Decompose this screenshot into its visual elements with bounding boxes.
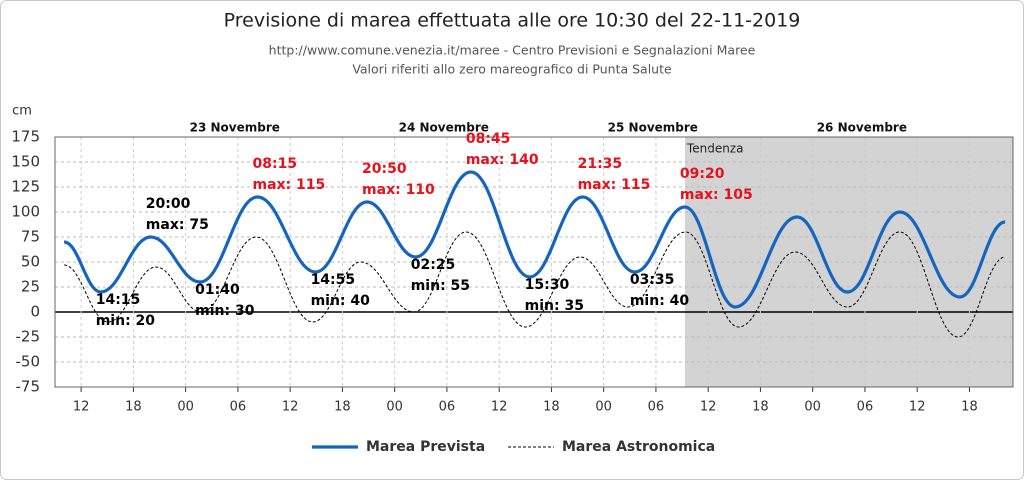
y-tick-label: 0 bbox=[30, 303, 40, 321]
x-tick-label: 06 bbox=[857, 400, 874, 415]
value-label: max: 105 bbox=[680, 187, 753, 203]
time-label: 20:00 bbox=[146, 196, 191, 212]
x-tick-label: 18 bbox=[752, 400, 769, 415]
value-label: max: 75 bbox=[146, 217, 209, 233]
value-label: max: 115 bbox=[252, 177, 325, 193]
time-label: 14:15 bbox=[96, 292, 141, 308]
x-tick-label: 00 bbox=[595, 400, 612, 415]
x-tick-label: 00 bbox=[177, 400, 194, 415]
y-tick-label: -25 bbox=[16, 328, 41, 346]
chart-title: Previsione di marea effettuata alle ore … bbox=[224, 10, 801, 32]
y-tick-label: 25 bbox=[21, 278, 40, 296]
time-label: 21:35 bbox=[578, 156, 623, 172]
y-tick-label: 50 bbox=[21, 253, 40, 271]
x-tick-label: 12 bbox=[282, 400, 299, 415]
time-label: 02:25 bbox=[411, 257, 456, 273]
day-label: 24 Novembre bbox=[399, 121, 489, 135]
time-label: 08:45 bbox=[466, 131, 511, 147]
y-axis-label: cm bbox=[12, 104, 32, 119]
x-tick-label: 18 bbox=[125, 400, 142, 415]
y-tick-label: -50 bbox=[16, 353, 41, 371]
x-tick-label: 12 bbox=[700, 400, 717, 415]
x-tick-label: 06 bbox=[439, 400, 456, 415]
plot-frame bbox=[54, 136, 1014, 388]
x-tick-label: 12 bbox=[491, 400, 508, 415]
time-label: 14:55 bbox=[311, 272, 356, 288]
x-tick-label: 06 bbox=[230, 400, 247, 415]
value-label: min: 55 bbox=[411, 278, 470, 294]
x-tick-label: 12 bbox=[909, 400, 926, 415]
x-tick-label: 00 bbox=[804, 400, 821, 415]
trend-label: Tendenza bbox=[686, 142, 744, 156]
y-tick-label: 100 bbox=[11, 203, 40, 221]
value-label: max: 140 bbox=[466, 152, 539, 168]
time-label: 08:15 bbox=[252, 156, 297, 172]
time-label: 15:30 bbox=[525, 277, 570, 293]
y-tick-label: 75 bbox=[21, 228, 40, 246]
value-label: min: 40 bbox=[311, 293, 371, 309]
value-label: min: 40 bbox=[630, 293, 690, 309]
subtitle: Valori riferiti allo zero mareografico d… bbox=[352, 62, 672, 77]
time-label: 01:40 bbox=[195, 282, 240, 298]
value-label: min: 20 bbox=[96, 313, 156, 329]
y-tick-label: 150 bbox=[11, 153, 40, 171]
time-label: 20:50 bbox=[362, 161, 407, 177]
day-label: 26 Novembre bbox=[817, 121, 907, 135]
day-label: 23 Novembre bbox=[190, 121, 280, 135]
x-tick-label: 18 bbox=[543, 400, 560, 415]
x-tick-label: 12 bbox=[73, 400, 90, 415]
x-tick-label: 18 bbox=[961, 400, 978, 415]
value-label: min: 30 bbox=[195, 303, 255, 319]
day-label: 25 Novembre bbox=[608, 121, 698, 135]
series-line bbox=[64, 231, 1006, 338]
time-label: 03:35 bbox=[630, 272, 675, 288]
legend-label: Marea Prevista bbox=[366, 439, 485, 455]
value-label: max: 115 bbox=[578, 177, 651, 193]
x-tick-label: 00 bbox=[386, 400, 403, 415]
value-label: max: 110 bbox=[362, 182, 435, 198]
x-tick-label: 18 bbox=[334, 400, 351, 415]
y-tick-label: -75 bbox=[16, 378, 41, 396]
legend-label: Marea Astronomica bbox=[562, 439, 715, 455]
x-tick-label: 06 bbox=[648, 400, 665, 415]
time-label: 09:20 bbox=[680, 166, 725, 182]
y-tick-label: 175 bbox=[11, 128, 40, 146]
subtitle: http://www.comune.venezia.it/maree - Cen… bbox=[269, 43, 756, 58]
y-tick-label: 125 bbox=[11, 178, 40, 196]
series-line bbox=[63, 170, 1006, 309]
value-label: min: 35 bbox=[525, 298, 584, 314]
